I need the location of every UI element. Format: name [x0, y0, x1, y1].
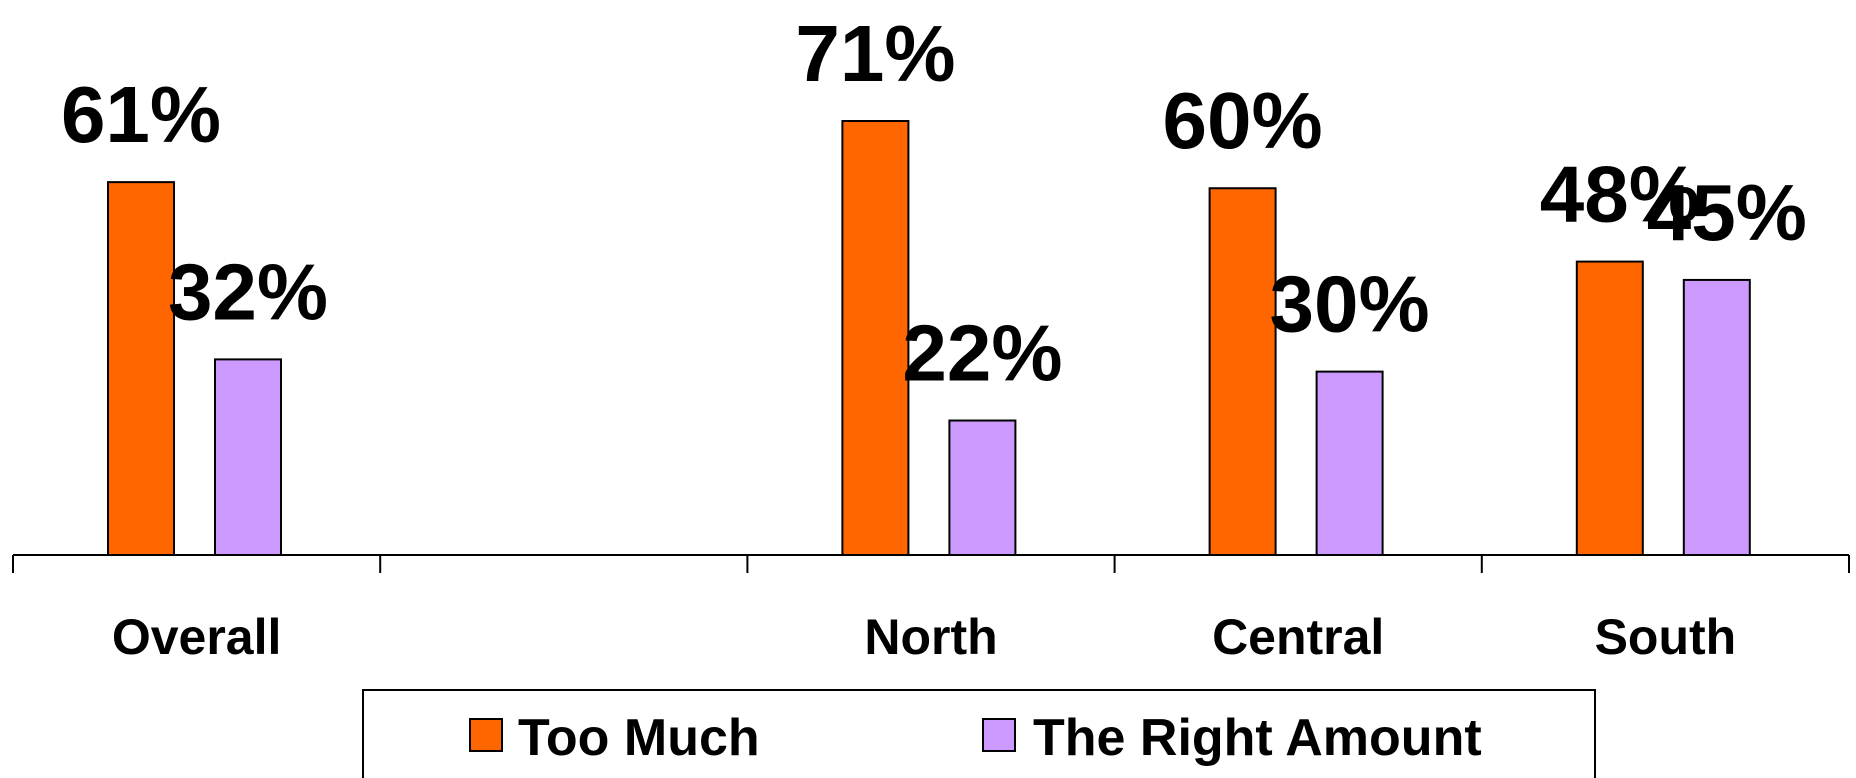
bar-too-much-north — [841, 120, 910, 556]
legend-box — [362, 689, 1596, 778]
data-label-too-much-north: 71% — [795, 9, 955, 98]
bar-the-right-amount-north — [948, 419, 1017, 556]
bar-too-much-south — [1575, 260, 1644, 556]
data-label-too-much-central: 60% — [1163, 76, 1323, 165]
data-labels-layer: 61% 32% 71% 22% 60% 30% 48%45% — [61, 9, 1807, 398]
data-label-the-right-amount-south: 45% — [1647, 168, 1807, 257]
bars-layer — [107, 120, 1751, 557]
x-tick-label-south: South — [1595, 609, 1737, 665]
x-tick-label-central: Central — [1212, 609, 1384, 665]
legend-label-the-right-amount: The Right Amount — [1033, 709, 1482, 767]
bar-too-much-central — [1208, 187, 1277, 556]
bar-the-right-amount-overall — [214, 358, 282, 557]
data-label-the-right-amount-north: 22% — [902, 309, 1062, 398]
data-label-too-much-overall: 61% — [61, 70, 221, 159]
bar-too-much-overall — [107, 181, 175, 556]
x-axis-category-labels: Overall North Central South — [112, 609, 1736, 665]
bar-the-right-amount-south — [1682, 278, 1751, 556]
data-label-too-much-south: 48% — [1540, 150, 1700, 239]
legend: Too Much The Right Amount — [362, 689, 1596, 778]
bar-the-right-amount-central — [1315, 370, 1384, 556]
data-label-the-right-amount-central: 30% — [1270, 260, 1430, 349]
x-tick-label-north: North — [864, 609, 997, 665]
x-axis-ticks — [12, 555, 1850, 573]
data-label-the-right-amount-overall: 32% — [168, 247, 328, 336]
x-tick-label-overall: Overall — [112, 609, 282, 665]
legend-swatch-too-much — [469, 718, 503, 752]
legend-label-too-much: Too Much — [518, 709, 760, 767]
legend-swatch-the-right-amount — [982, 718, 1016, 752]
